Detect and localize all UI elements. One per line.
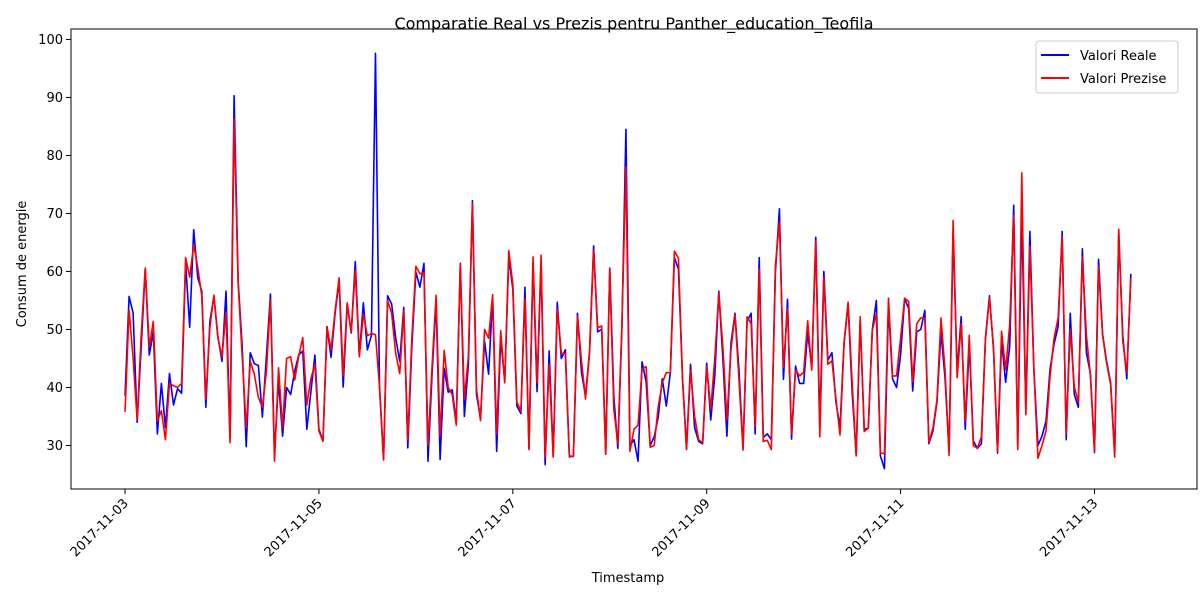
y-axis-label: Consum de energie: [15, 201, 30, 328]
y-tick-label: 40: [46, 381, 63, 396]
legend-box: [1035, 40, 1179, 94]
legend: Valori Reale Valori Prezise: [1035, 40, 1179, 94]
legend-label-prezise: Valori Prezise: [1080, 72, 1166, 87]
chart-title: Comparatie Real vs Prezis pentru Panther…: [394, 14, 873, 34]
plot-frame: [70, 28, 1198, 490]
y-axis: 30 40 50 60 70 80 90 100: [38, 33, 71, 454]
x-axis-label: Timestamp: [591, 571, 665, 586]
y-tick-label: 80: [46, 149, 63, 164]
y-tick-label: 90: [46, 91, 63, 106]
y-tick-label: 100: [38, 33, 63, 48]
y-tick-label: 70: [46, 207, 63, 222]
series-lines: [124, 52, 1132, 470]
y-tick-label: 30: [46, 439, 63, 454]
plot-area: [70, 28, 1198, 490]
legend-label-reale: Valori Reale: [1080, 49, 1157, 64]
y-tick-label: 60: [46, 265, 63, 280]
y-tick-label: 50: [46, 323, 63, 338]
series-line-prezise: [124, 118, 1132, 462]
